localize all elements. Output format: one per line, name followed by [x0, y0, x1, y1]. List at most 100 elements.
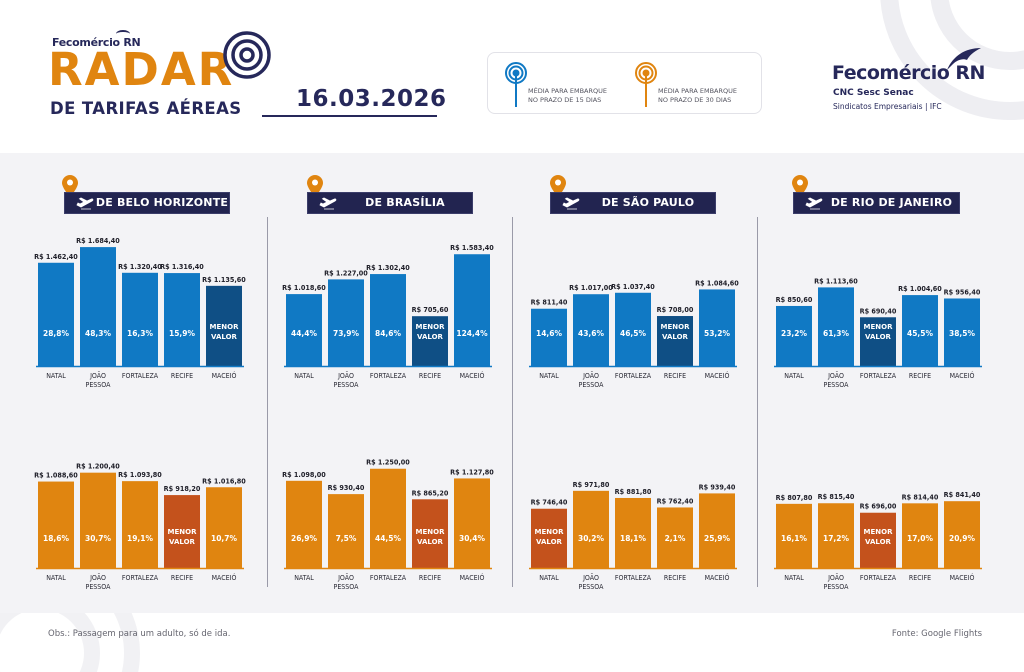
feather-icon	[116, 30, 130, 38]
category-label: PESSOA	[86, 583, 112, 591]
panel-rio-de-janeiro: DE RIO DE JANEIRO R$ 850,60 23,2% NATAL R$ …	[760, 153, 1005, 613]
bar	[573, 294, 609, 366]
value-label: R$ 865,20	[412, 488, 449, 497]
value-label: R$ 850,60	[776, 295, 813, 304]
category-label: NATAL	[784, 372, 804, 380]
lowest-badge: MENOR	[661, 323, 691, 331]
bar-chart: R$ 1.018,60 44,4% NATAL R$ 1.227,00 73,9% JOÃ…	[282, 243, 494, 389]
pct-label: 48,3%	[85, 329, 112, 338]
pct-label: 17,0%	[907, 534, 934, 543]
category-label: FORTALEZA	[122, 372, 159, 380]
pct-label: 44,5%	[375, 534, 402, 543]
legend-label: NO PRAZO DE 15 DIAS	[528, 96, 602, 104]
panel-title: DE RIO DE JANEIRO	[793, 192, 960, 214]
category-label: PESSOA	[86, 381, 112, 389]
bar	[122, 272, 158, 366]
chart-30-dias: R$ 1.098,00 26,9% NATAL R$ 930,40 7,5% JOÃO PE…	[270, 453, 515, 593]
pct-label: 30,7%	[85, 534, 112, 543]
bar	[328, 494, 364, 568]
value-label: R$ 814,40	[902, 492, 939, 501]
category-label: FORTALEZA	[370, 574, 407, 582]
value-label: R$ 1.127,80	[450, 467, 494, 476]
pct-label: 53,2%	[704, 329, 731, 338]
category-label: RECIFE	[419, 574, 441, 582]
location-pin-icon	[792, 175, 808, 197]
category-label: RECIFE	[171, 574, 193, 582]
value-label: R$ 690,40	[860, 306, 897, 315]
category-label: PESSOA	[579, 381, 605, 389]
bar	[531, 308, 567, 366]
bar	[944, 298, 980, 366]
lowest-badge: VALOR	[417, 538, 444, 546]
panel-title-text: DE RIO DE JANEIRO	[830, 196, 953, 209]
bar	[657, 316, 693, 366]
bar	[860, 317, 896, 366]
panel-title-text: DE BELO HORIZONTE	[95, 196, 229, 209]
category-label: RECIFE	[664, 574, 686, 582]
pct-label: 43,6%	[578, 329, 605, 338]
bar	[206, 487, 242, 568]
bar	[412, 499, 448, 568]
pct-label: 15,9%	[169, 329, 196, 338]
category-label: MACEIÓ	[950, 573, 975, 582]
category-label: MACEIÓ	[460, 371, 485, 380]
category-label: JOÃO	[337, 371, 354, 380]
category-label: FORTALEZA	[122, 574, 159, 582]
bar	[206, 285, 242, 366]
value-label: R$ 956,40	[944, 287, 981, 296]
lowest-badge: MENOR	[535, 528, 565, 536]
panel-divider	[512, 217, 513, 587]
bar	[699, 493, 735, 568]
bar	[657, 507, 693, 568]
antenna-icon	[505, 62, 527, 107]
bar-chart: R$ 1.462,40 28,8% NATAL R$ 1.684,40 48,3% JOÃ…	[34, 236, 246, 389]
panel-title-text: DE SÃO PAULO	[601, 196, 695, 209]
bar	[370, 468, 406, 568]
pct-label: 30,2%	[578, 534, 605, 543]
value-label: R$ 1.113,60	[814, 276, 858, 285]
value-label: R$ 1.017,00	[569, 283, 613, 292]
bar	[615, 497, 651, 568]
lowest-badge: VALOR	[211, 333, 238, 341]
location-pin-icon	[307, 175, 323, 197]
value-label: R$ 708,00	[657, 305, 694, 314]
value-label: R$ 1.302,40	[366, 263, 410, 272]
bar	[860, 512, 896, 568]
airplane-icon	[76, 197, 94, 210]
bar	[38, 262, 74, 366]
chart-15-dias: R$ 811,40 14,6% NATAL R$ 1.017,00 43,6% JOÃO P…	[515, 233, 760, 403]
category-label: FORTALEZA	[615, 574, 652, 582]
pct-label: 2,1%	[665, 534, 686, 543]
category-label: JOÃO	[337, 573, 354, 582]
lowest-badge: VALOR	[417, 333, 444, 341]
panel-divider	[267, 217, 268, 587]
value-label: R$ 1.250,00	[366, 458, 410, 467]
bar	[164, 273, 200, 366]
value-label: R$ 705,60	[412, 305, 449, 314]
category-label: JOÃO	[827, 371, 844, 380]
location-pin-icon	[550, 175, 566, 197]
value-label: R$ 815,40	[818, 492, 855, 501]
bar	[286, 294, 322, 366]
value-label: R$ 1.583,40	[450, 243, 494, 252]
bar	[902, 295, 938, 366]
pct-label: 16,1%	[781, 534, 808, 543]
category-label: FORTALEZA	[860, 372, 897, 380]
category-label: RECIFE	[664, 372, 686, 380]
category-label: JOÃO	[89, 573, 106, 582]
bar	[818, 287, 854, 366]
lowest-badge: MENOR	[168, 528, 198, 536]
bar	[370, 274, 406, 366]
footnote: Obs.: Passagem para um adulto, só de ida…	[48, 629, 231, 639]
value-label: R$ 696,00	[860, 502, 897, 511]
bar-chart: R$ 746,40 MENOR VALOR NATAL R$ 971,80 30,2% JO…	[529, 480, 737, 591]
value-label: R$ 1.462,40	[34, 252, 78, 261]
pct-label: 44,4%	[291, 329, 318, 338]
panel-title: DE BELO HORIZONTE	[64, 192, 230, 214]
bar	[80, 247, 116, 366]
pct-label: 45,5%	[907, 329, 934, 338]
value-label: R$ 1.200,40	[76, 462, 120, 471]
category-label: FORTALEZA	[860, 574, 897, 582]
value-label: R$ 939,40	[699, 482, 736, 491]
category-label: PESSOA	[824, 583, 850, 591]
